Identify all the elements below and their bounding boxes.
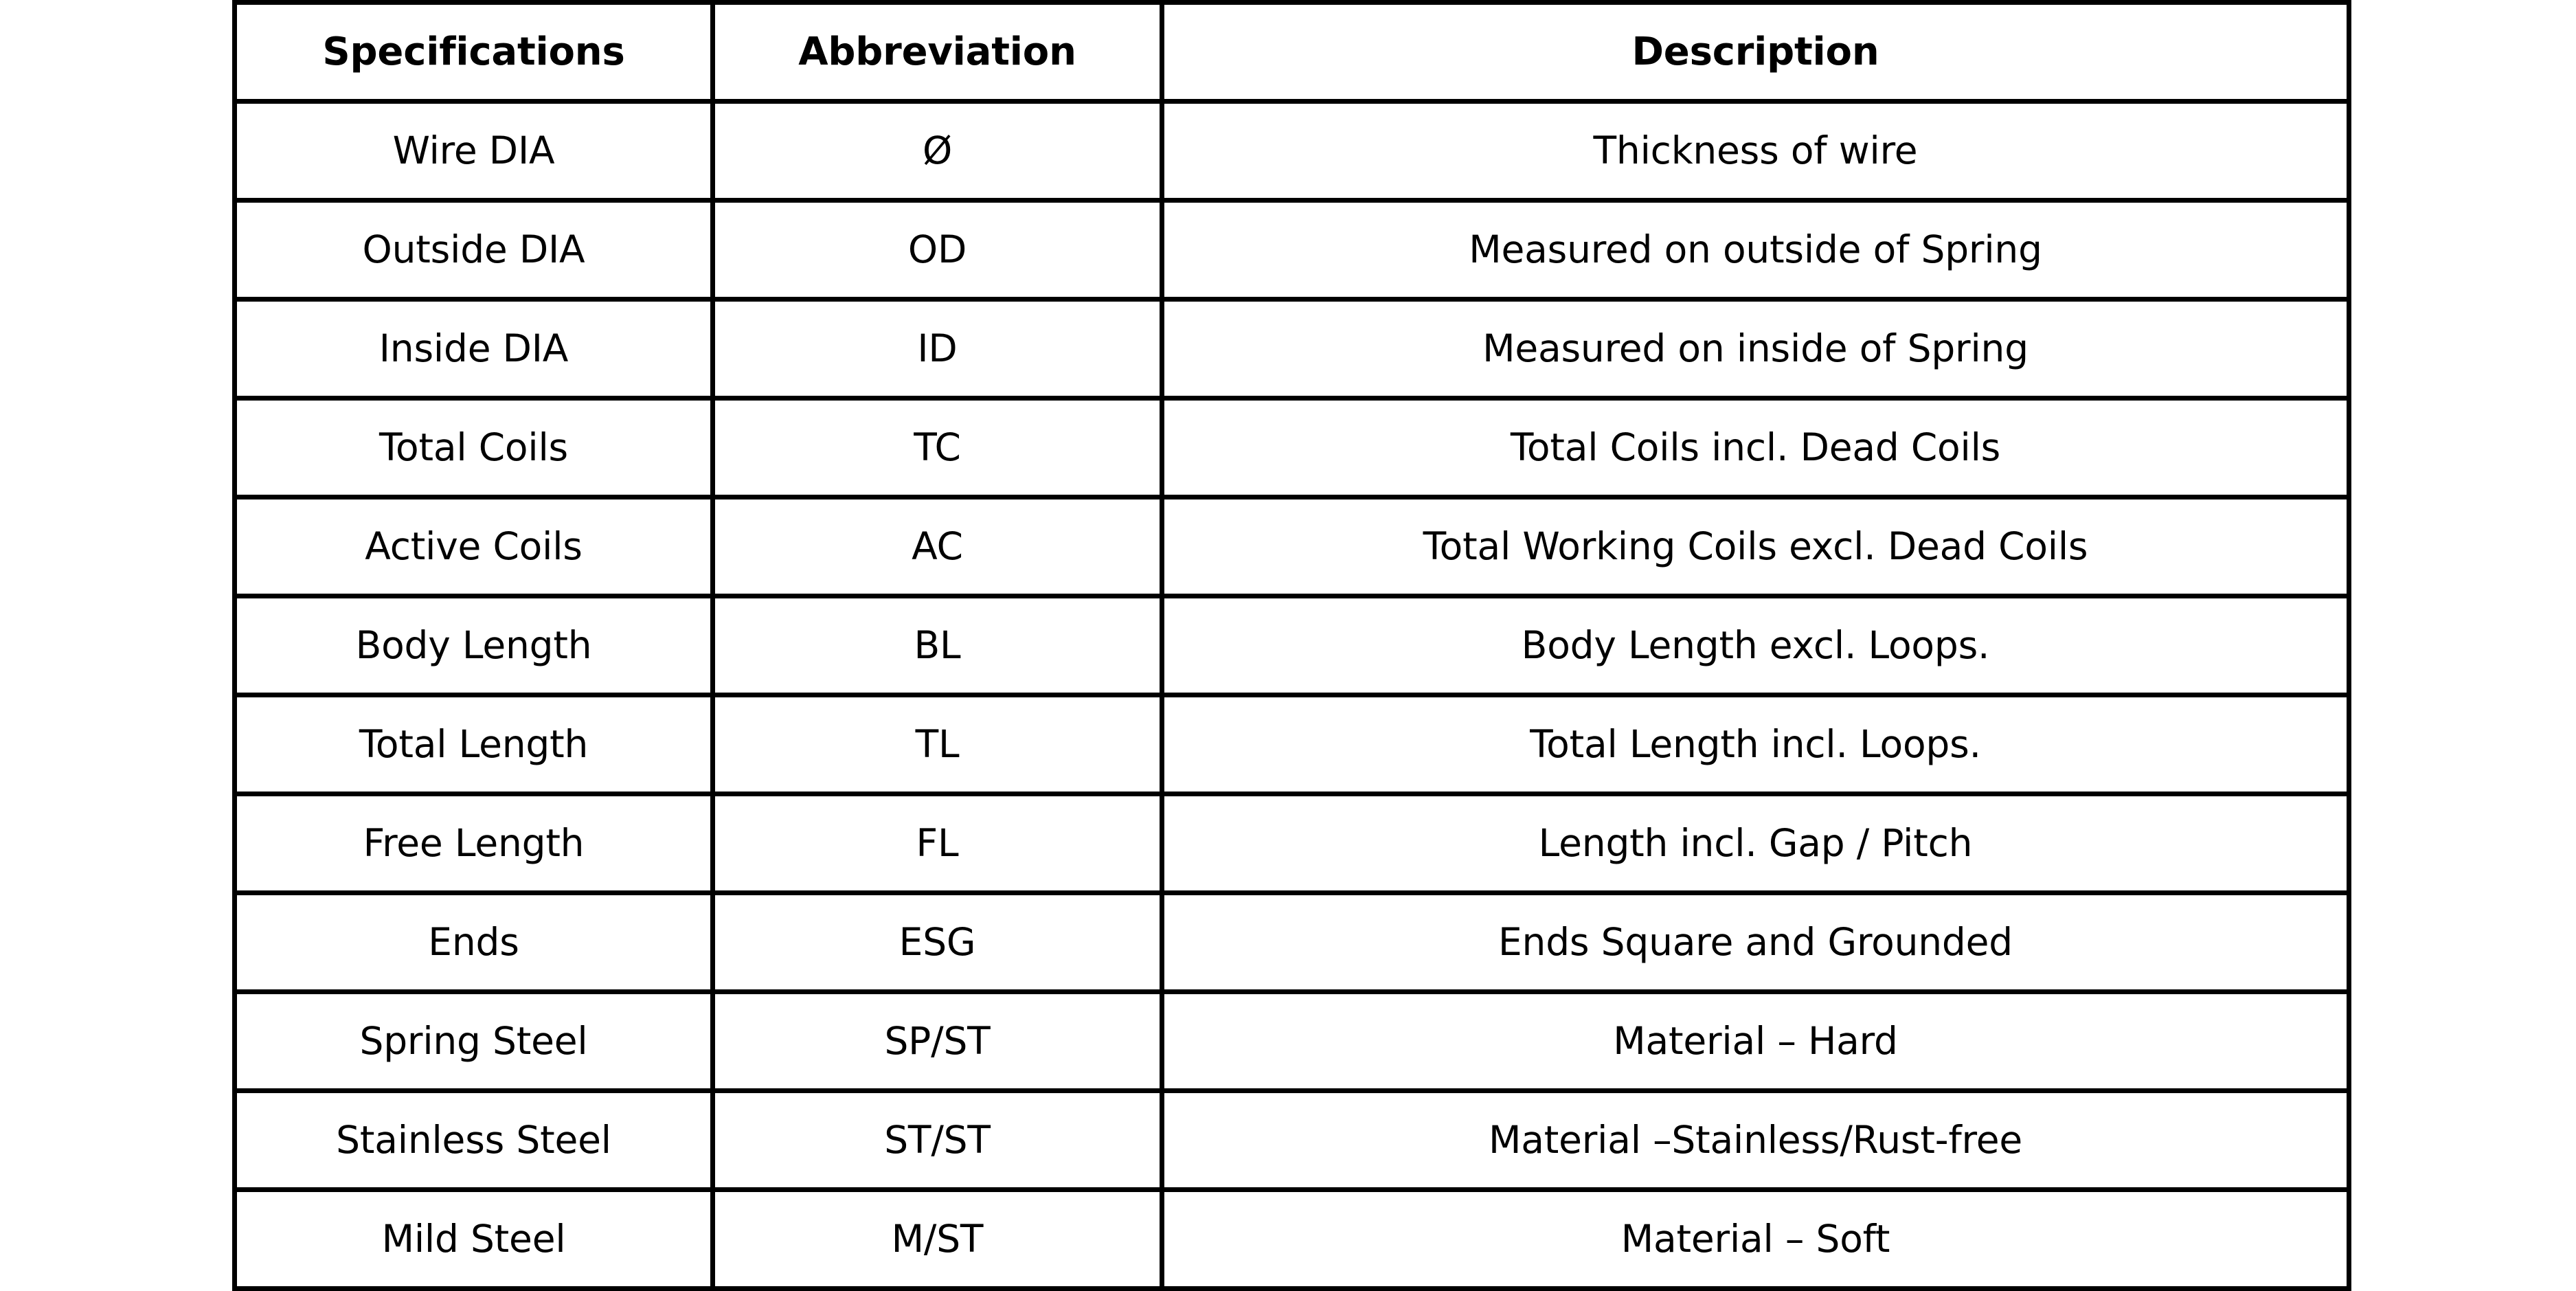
cell-abbreviation: M/ST [710,1187,1164,1291]
table-row: Ends ESG Ends Square and Grounded [232,890,2351,994]
table-row: Total Length TL Total Length incl. Loops… [232,693,2351,796]
cell-description: Length incl. Gap / Pitch [1160,792,2351,895]
table-row: Body Length BL Body Length excl. Loops. [232,594,2351,697]
table-row: Inside DIA ID Measured on inside of Spri… [232,297,2351,401]
cell-specification: Wire DIA [232,99,715,203]
cell-description: Material – Soft [1160,1187,2351,1291]
cell-abbreviation: TL [710,693,1164,796]
cell-specification: Free Length [232,792,715,895]
cell-specification: Mild Steel [232,1187,715,1291]
cell-specification: Active Coils [232,495,715,598]
cell-description: Material –Stainless/Rust-free [1160,1088,2351,1192]
table-row: Stainless Steel ST/ST Material –Stainles… [232,1088,2351,1192]
cell-description: Ends Square and Grounded [1160,890,2351,994]
cell-abbreviation: Ø [710,99,1164,203]
cell-specification: Ends [232,890,715,994]
cell-description: Measured on outside of Spring [1160,198,2351,302]
cell-abbreviation: TC [710,396,1164,499]
table-row: Mild Steel M/ST Material – Soft [232,1187,2351,1291]
cell-abbreviation: ST/ST [710,1088,1164,1192]
cell-specification: Total Length [232,693,715,796]
column-header-specifications: Specifications [232,0,715,104]
cell-description: Thickness of wire [1160,99,2351,203]
cell-description: Total Coils incl. Dead Coils [1160,396,2351,499]
cell-abbreviation: OD [710,198,1164,302]
cell-abbreviation: AC [710,495,1164,598]
cell-description: Body Length excl. Loops. [1160,594,2351,697]
cell-description: Total Working Coils excl. Dead Coils [1160,495,2351,598]
cell-specification: Body Length [232,594,715,697]
table-header-row: Specifications Abbreviation Description [232,0,2351,104]
table-row: Total Coils TC Total Coils incl. Dead Co… [232,396,2351,499]
cell-specification: Outside DIA [232,198,715,302]
cell-specification: Inside DIA [232,297,715,401]
table-body: Wire DIA Ø Thickness of wire Outside DIA… [232,99,2351,1291]
table-row: Active Coils AC Total Working Coils excl… [232,495,2351,598]
spring-specifications-table-container: Specifications Abbreviation Description … [232,0,2351,1291]
table-row: Spring Steel SP/ST Material – Hard [232,989,2351,1093]
table-row: Wire DIA Ø Thickness of wire [232,99,2351,203]
cell-abbreviation: ESG [710,890,1164,994]
cell-description: Material – Hard [1160,989,2351,1093]
cell-specification: Stainless Steel [232,1088,715,1192]
column-header-description: Description [1160,0,2351,104]
table-row: Free Length FL Length incl. Gap / Pitch [232,792,2351,895]
table-header: Specifications Abbreviation Description [232,0,2351,104]
cell-abbreviation: BL [710,594,1164,697]
cell-description: Total Length incl. Loops. [1160,693,2351,796]
column-header-abbreviation: Abbreviation [710,0,1164,104]
cell-abbreviation: ID [710,297,1164,401]
cell-specification: Spring Steel [232,989,715,1093]
cell-abbreviation: FL [710,792,1164,895]
cell-abbreviation: SP/ST [710,989,1164,1093]
spring-specifications-table: Specifications Abbreviation Description … [232,0,2351,1291]
cell-specification: Total Coils [232,396,715,499]
table-row: Outside DIA OD Measured on outside of Sp… [232,198,2351,302]
cell-description: Measured on inside of Spring [1160,297,2351,401]
